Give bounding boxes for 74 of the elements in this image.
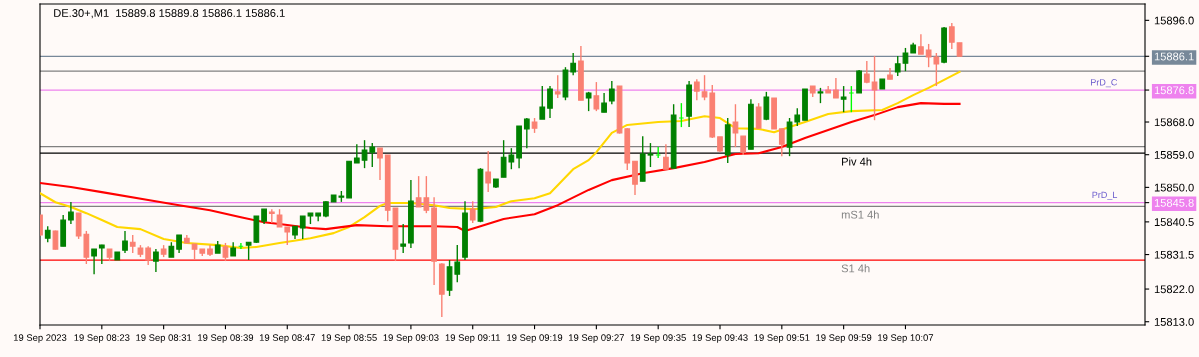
x-tick-label: 19 Sep 10:07 bbox=[878, 334, 934, 343]
candlestick bbox=[693, 78, 700, 101]
y-tick-label: 15813.0 bbox=[1154, 318, 1194, 326]
candlestick bbox=[153, 248, 159, 273]
candlestick bbox=[570, 52, 577, 76]
candlestick bbox=[840, 85, 847, 113]
candlestick bbox=[122, 230, 128, 254]
y-tick-label: 15868.0 bbox=[1154, 118, 1194, 127]
x-tick-label: 19 Sep 08:55 bbox=[321, 334, 377, 343]
ref-line-label: PrD_C bbox=[1091, 79, 1118, 88]
y-tick-label: 15859.0 bbox=[1154, 150, 1194, 159]
candlestick bbox=[485, 150, 492, 193]
x-tick-label: 19 Sep 09:19 bbox=[507, 334, 563, 343]
candlestick bbox=[593, 81, 600, 112]
candlestick bbox=[763, 91, 770, 121]
chart-title: DE.30+,M1 15889.8 15889.8 15886.1 15886.1 bbox=[54, 9, 285, 19]
candlestick bbox=[740, 135, 747, 156]
candlestick bbox=[145, 245, 152, 266]
y-tick-label: 15850.0 bbox=[1154, 183, 1194, 192]
candlestick bbox=[856, 69, 862, 94]
candlestick bbox=[632, 160, 638, 196]
candlestick bbox=[871, 55, 878, 121]
ref-line-label: PrD_L bbox=[1092, 191, 1118, 200]
x-tick-label: 19 Sep 08:31 bbox=[136, 334, 192, 343]
candlestick bbox=[833, 77, 839, 99]
x-tick-label: 19 Sep 09:03 bbox=[383, 334, 439, 343]
ref-line-label: S1 4h bbox=[841, 264, 870, 273]
x-tick-label: 19 Sep 09:51 bbox=[754, 334, 810, 343]
candlestick bbox=[353, 143, 360, 164]
candlestick bbox=[523, 117, 530, 149]
candlestick bbox=[52, 229, 59, 251]
y-tick-label: 15886.1 bbox=[1154, 52, 1194, 61]
x-tick-label: 19 Sep 09:59 bbox=[816, 334, 872, 343]
candlestick bbox=[176, 234, 182, 254]
candlestick bbox=[948, 22, 955, 50]
candlestick bbox=[91, 248, 97, 275]
candlestick bbox=[732, 103, 739, 148]
candlestick bbox=[848, 85, 855, 113]
x-tick-label: 19 Sep 08:39 bbox=[198, 334, 254, 343]
candlestick bbox=[778, 128, 785, 157]
y-tick-label: 15822.0 bbox=[1154, 285, 1194, 294]
candlestick bbox=[539, 85, 546, 120]
x-tick-label: 19 Sep 09:43 bbox=[692, 334, 748, 343]
candlestick bbox=[655, 146, 662, 159]
candlestick bbox=[222, 242, 229, 262]
x-tick-label: 19 Sep 08:47 bbox=[259, 334, 315, 343]
ref-line-label: mS1 4h bbox=[841, 210, 879, 219]
x-tick-label: 19 Sep 2023 bbox=[13, 334, 67, 343]
candlestick bbox=[129, 234, 136, 254]
y-tick-label: 15896.0 bbox=[1154, 16, 1194, 25]
candlestick bbox=[601, 92, 607, 113]
candlestick bbox=[678, 102, 685, 128]
x-tick-label: 19 Sep 09:35 bbox=[630, 334, 686, 343]
y-tick-label: 15845.8 bbox=[1154, 198, 1194, 207]
candlestick bbox=[663, 143, 669, 170]
candlestick bbox=[554, 74, 561, 99]
candlestick bbox=[377, 147, 383, 181]
ref-line-label: Piv 4h bbox=[842, 157, 872, 166]
candlestick bbox=[469, 200, 476, 224]
candlestick bbox=[608, 80, 615, 105]
y-tick-label: 15876.8 bbox=[1154, 86, 1194, 95]
y-tick-label: 15831.5 bbox=[1154, 250, 1194, 259]
candlestick bbox=[68, 201, 74, 225]
x-tick-label: 19 Sep 08:23 bbox=[74, 334, 130, 343]
x-tick-label: 19 Sep 09:27 bbox=[568, 334, 624, 343]
candlestick bbox=[918, 33, 924, 55]
x-tick-label: 19 Sep 09:11 bbox=[445, 334, 501, 343]
candlestick bbox=[755, 102, 762, 129]
y-tick-label: 15840.5 bbox=[1154, 218, 1194, 227]
candlestick bbox=[400, 223, 407, 254]
candlestick bbox=[547, 85, 553, 119]
candlestick bbox=[98, 244, 105, 265]
candlestick bbox=[268, 208, 275, 224]
line-series bbox=[40, 102, 961, 232]
